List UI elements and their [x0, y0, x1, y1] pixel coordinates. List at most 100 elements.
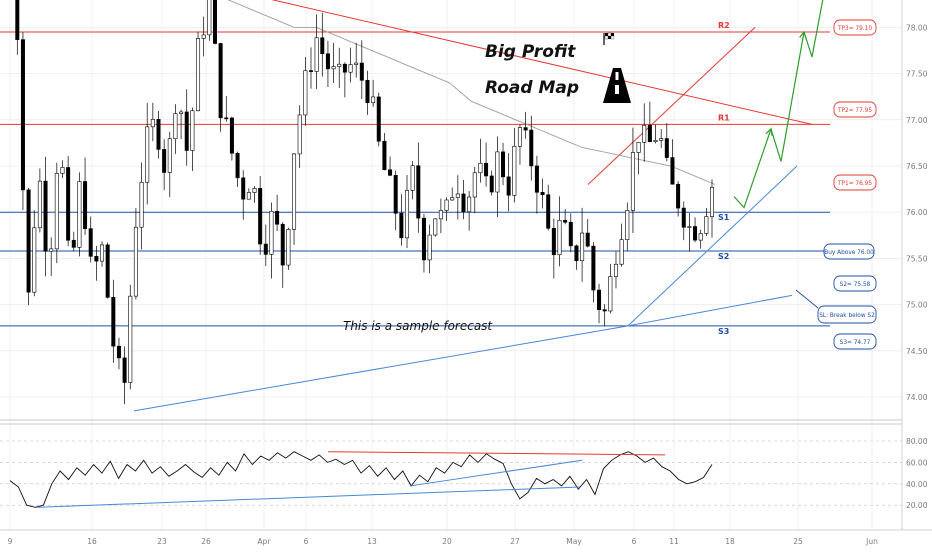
candle-body — [342, 63, 347, 73]
rsi-tick-label: 40.00 — [906, 480, 928, 489]
candle-body — [416, 165, 421, 219]
candle-body — [613, 263, 618, 277]
trendlines — [133, 0, 813, 412]
candle-body — [37, 180, 42, 229]
time-tick-label: May — [566, 537, 582, 546]
candle-body — [636, 142, 641, 153]
tp1-label: TP1= 76.95 — [837, 181, 872, 187]
candle-body — [693, 226, 698, 241]
candle-body — [647, 125, 652, 143]
candle-body — [320, 37, 325, 55]
candle-body — [371, 96, 376, 104]
candle-body — [405, 190, 410, 239]
candle-body — [26, 189, 31, 293]
candle-body — [551, 227, 556, 256]
ma-line — [227, 0, 716, 185]
price-tick-label: 76.00 — [906, 208, 928, 217]
candle-body — [602, 309, 607, 312]
candle-body — [489, 175, 494, 193]
candle-body — [224, 117, 229, 120]
price-tick-label: 77.50 — [906, 70, 928, 79]
checkered-flag-icon — [603, 32, 615, 45]
level-label-s1: S1 — [718, 213, 730, 222]
candle-body — [337, 63, 342, 67]
candles — [15, 0, 714, 405]
time-tick-label: 6 — [632, 537, 637, 546]
rsi-tick-label: 60.00 — [906, 458, 928, 467]
candle-body — [207, 0, 212, 36]
candle-body — [591, 245, 596, 291]
rsi-support-trendline — [35, 486, 581, 508]
rsi-tick-label: 80.00 — [906, 437, 928, 446]
candle-body — [709, 187, 714, 217]
price-tick-label: 75.50 — [906, 254, 928, 263]
candle-body — [201, 34, 206, 39]
candle-body — [659, 138, 664, 141]
candle-body — [546, 194, 551, 229]
candle-body — [122, 357, 127, 383]
candle-body — [184, 111, 189, 151]
s2-label: S2= 75.58 — [840, 282, 871, 288]
tp3-callout: TP3= 79.10 — [833, 19, 877, 36]
candle-body — [421, 217, 426, 261]
level-label-r1: R1 — [718, 113, 730, 122]
time-tick-label: 13 — [367, 537, 377, 546]
time-tick-label: 16 — [87, 537, 97, 546]
buy-label: Buy Above 76.00 — [824, 250, 874, 256]
candle-body — [212, 0, 217, 44]
candle-body — [308, 70, 313, 72]
sl-pointer — [795, 289, 819, 309]
candle-body — [455, 193, 460, 198]
candle-body — [506, 176, 511, 196]
long-term-support-trendline — [133, 325, 629, 412]
candle-body — [427, 234, 432, 261]
lower-support-trendline — [627, 294, 793, 327]
candle-body — [100, 244, 105, 262]
candle-body — [568, 221, 573, 247]
candle-body — [150, 119, 155, 128]
candle-body — [540, 191, 545, 196]
tp2-callout: TP2= 77.95 — [833, 101, 877, 118]
candle-body — [450, 197, 455, 201]
time-tick-label: Jun — [865, 537, 878, 546]
candle-body — [438, 210, 443, 220]
time-tick-label: 11 — [669, 537, 679, 546]
candle-body — [190, 110, 195, 151]
price-axis-labels: 79.0078.5078.0077.5077.0076.5076.0075.50… — [906, 23, 928, 402]
projection-arrowhead — [799, 30, 807, 39]
s3-label: S3= 74.77 — [840, 340, 871, 346]
candle-body — [269, 210, 274, 255]
candle-body — [303, 70, 308, 116]
candle-body — [625, 210, 630, 241]
candle-body — [501, 151, 506, 178]
candle-body — [218, 43, 223, 119]
candle-body — [642, 125, 647, 143]
rsi-rising-trendline — [409, 459, 583, 487]
candle-body — [88, 228, 93, 257]
candle-body — [619, 239, 624, 265]
candle-body — [512, 145, 517, 196]
candle-body — [139, 181, 144, 228]
candle-body — [676, 183, 681, 209]
candle-body — [133, 226, 138, 297]
rsi-tick-label: 20.00 — [906, 501, 928, 510]
candle-body — [105, 244, 110, 298]
candle-body — [461, 193, 466, 213]
sl-label: SL: Break below S2 — [819, 313, 875, 319]
candle-body — [32, 227, 37, 293]
buy-callout: Buy Above 76.00 — [823, 243, 875, 260]
candle-body — [681, 207, 686, 228]
projection-line — [733, 0, 824, 209]
candle-body — [66, 167, 71, 241]
candle-body — [517, 127, 522, 147]
candle-body — [331, 66, 336, 70]
candle-body — [704, 216, 709, 234]
level-label-r2: R2 — [718, 21, 730, 30]
sl-callout: SL: Break below S2 — [817, 305, 877, 324]
candle-body — [365, 79, 370, 104]
candle-body — [484, 162, 489, 177]
candle-body — [399, 212, 404, 239]
candle-body — [145, 126, 150, 183]
